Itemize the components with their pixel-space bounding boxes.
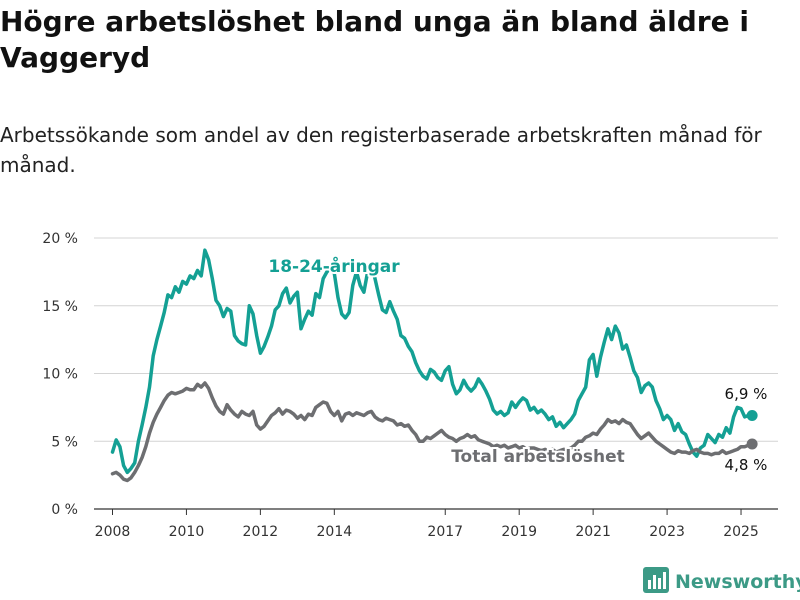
series-label-total: Total arbetslöshet — [451, 447, 625, 467]
end-value-total: 4,8 % — [725, 456, 768, 474]
brand-logo: Newsworthy — [643, 567, 800, 597]
x-tick-label: 2019 — [501, 524, 537, 540]
x-tick-label: 2012 — [243, 524, 279, 540]
series-lines — [110, 248, 758, 483]
series-line-total — [110, 381, 754, 483]
series-labels: 18-24-åringar Total arbetslöshet 6,9 % 4,8 … — [266, 253, 769, 476]
x-tick-label: 2025 — [723, 524, 759, 540]
y-tick-label: 0 % — [51, 502, 78, 518]
brand-name: Newsworthy — [675, 571, 800, 593]
series-label-youth: 18-24-åringar — [268, 255, 400, 277]
x-axis: 2008 2010 2012 2014 2017 2019 2021 2023 2025 — [95, 509, 759, 540]
y-tick-label: 15 % — [42, 299, 78, 315]
y-tick-label: 5 % — [51, 434, 78, 450]
end-value-youth: 6,9 % — [725, 385, 768, 403]
x-tick-label: 2008 — [95, 524, 131, 540]
x-tick-label: 2021 — [575, 524, 611, 540]
series-line-youth — [110, 248, 754, 475]
x-tick-label: 2023 — [649, 524, 685, 540]
bar-chart-icon — [643, 567, 669, 597]
end-dot-youth — [746, 410, 758, 422]
x-tick-label: 2014 — [317, 524, 353, 540]
chart-subtitle: Arbetssökande som andel av den registerb… — [0, 123, 762, 177]
x-tick-label: 2010 — [169, 524, 205, 540]
chart-title: Högre arbetslöshet bland unga än bland ä… — [0, 5, 749, 74]
y-tick-label: 10 % — [42, 367, 78, 383]
end-dot-total — [746, 438, 758, 450]
x-tick-label: 2017 — [427, 524, 463, 540]
grid-lines: 0 % 5 % 10 % 15 % 20 % — [42, 231, 778, 518]
y-tick-label: 20 % — [42, 231, 78, 247]
